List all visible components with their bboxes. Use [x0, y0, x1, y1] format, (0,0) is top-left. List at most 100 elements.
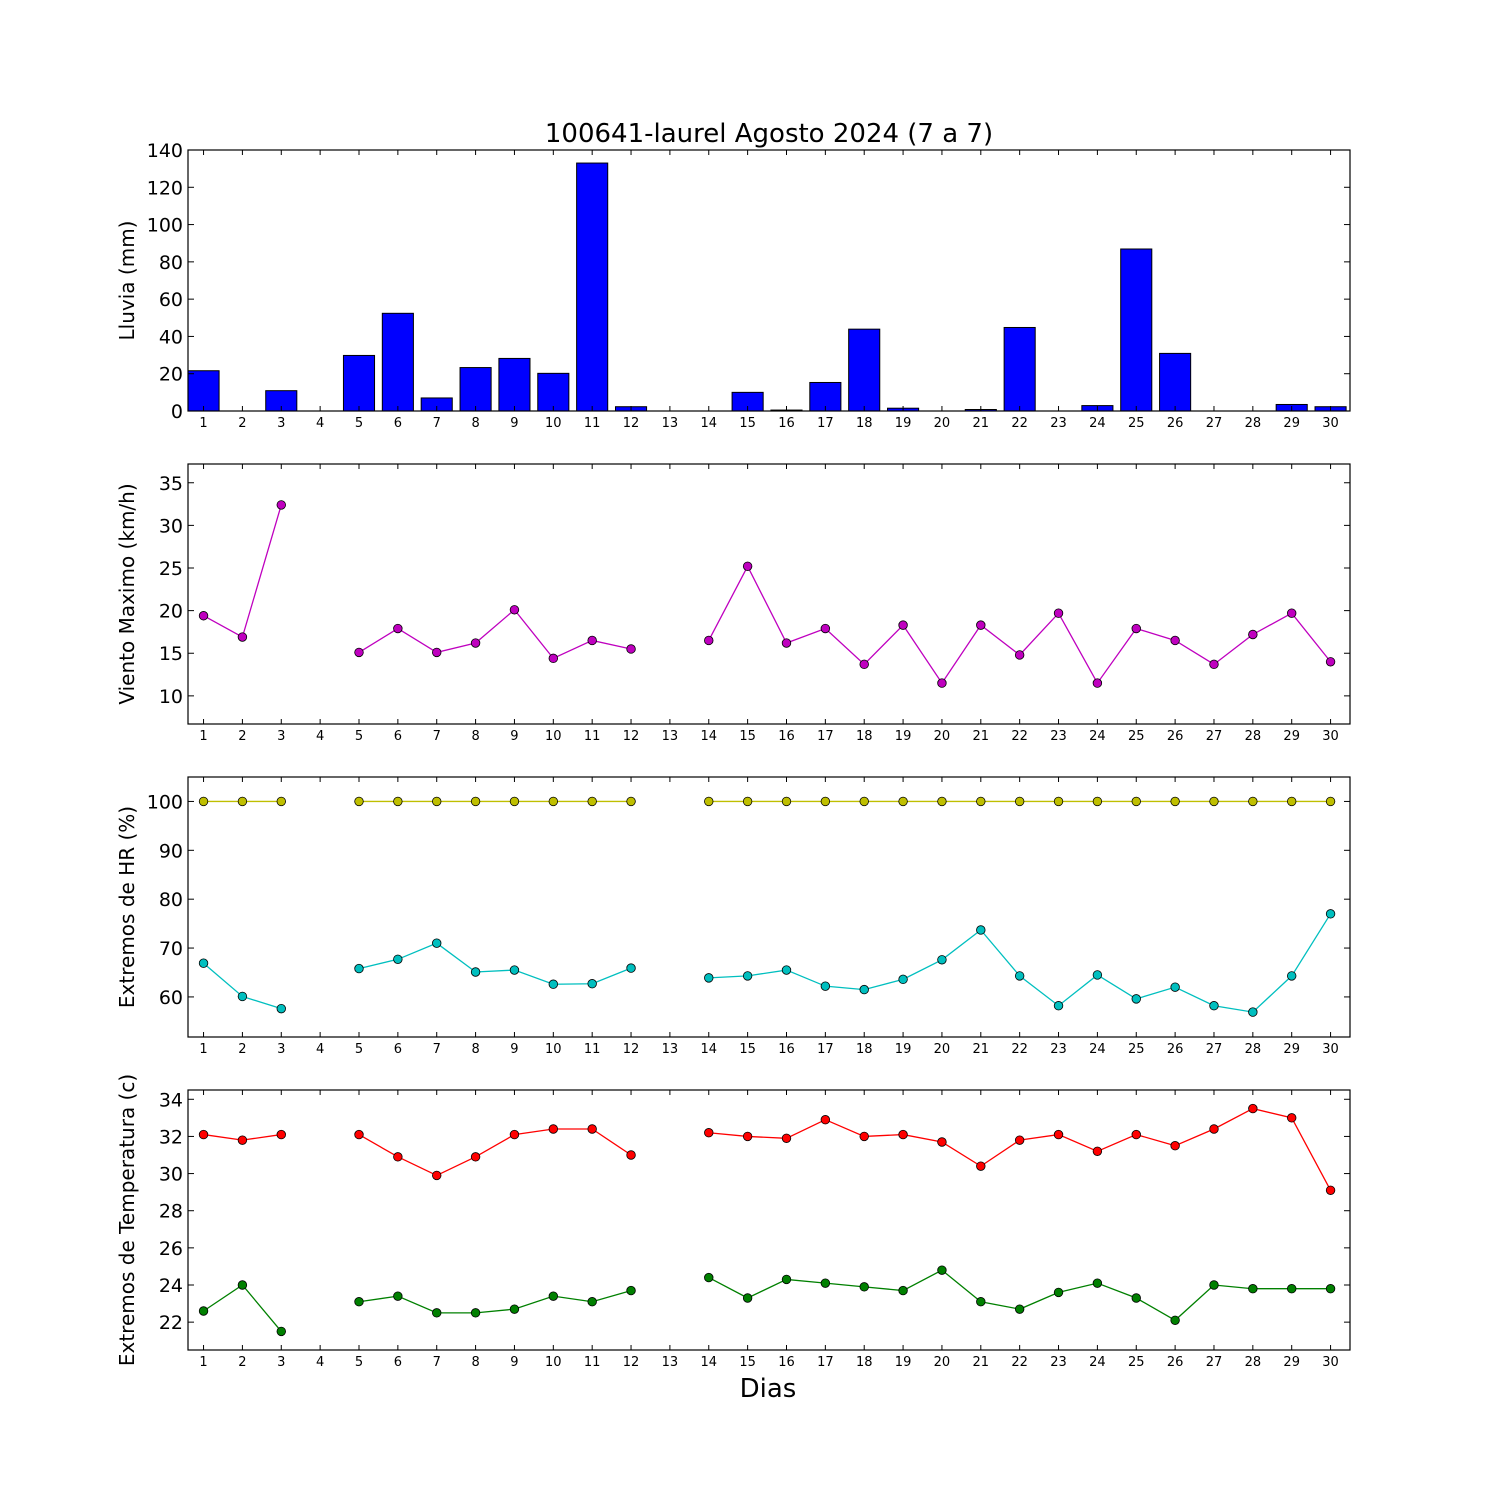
humidity-xtick-label-7: 7 [433, 1042, 441, 1057]
humidity-xtick-label-6: 6 [394, 1042, 402, 1057]
wind-series-1-point-day-9 [509, 605, 520, 615]
temperature-xtick-label-21: 21 [973, 1355, 990, 1370]
wind-series-1-point-day-23 [1053, 608, 1064, 618]
wind-series-1-point-day-20 [937, 678, 947, 688]
temperature-series-2-point-day-30 [1325, 1284, 1336, 1294]
humidity-series-2-point-day-30 [1325, 909, 1336, 919]
rainfall-xtick-label-12: 12 [623, 416, 640, 431]
humidity-series-2-point-day-22 [1014, 971, 1025, 981]
temperature-frame [187, 1089, 1351, 1351]
wind-series-1-point-day-27 [1209, 659, 1219, 670]
rainfall-xtick-label-10: 10 [545, 416, 562, 431]
temperature-xtick-label-15: 15 [739, 1355, 756, 1370]
temperature-series-1-point-day-3 [276, 1129, 286, 1140]
humidity-xtick-label-4: 4 [316, 1042, 324, 1057]
rainfall-xtick-label-4: 4 [316, 416, 324, 431]
temperature-series-2-point-day-5 [354, 1297, 364, 1307]
humidity-ylabel: Extremos de HR (%) [115, 806, 139, 1008]
humidity-series-2-point-day-5 [354, 963, 364, 974]
wind-series-1-point-day-24 [1092, 678, 1103, 688]
wind-series-1-point-day-12 [626, 644, 636, 654]
wind-plot-area [188, 464, 1350, 724]
temperature-series-1-point-day-24 [1092, 1146, 1103, 1156]
temperature-xtick-label-7: 7 [433, 1355, 441, 1370]
wind-series-1-point-day-5 [354, 647, 364, 658]
humidity-xtick-label-19: 19 [895, 1042, 912, 1057]
humidity-ytick-label-90: 90 [159, 840, 183, 862]
humidity-series-1-point-day-30 [1325, 796, 1336, 807]
wind-xtick-label-4: 4 [316, 729, 324, 744]
humidity-series-2-point-day-12 [626, 963, 636, 973]
wind-series-1-point-day-7 [432, 647, 442, 658]
temperature-series-1-point-day-23 [1053, 1129, 1064, 1140]
humidity-series-1-point-day-20 [937, 796, 947, 807]
chart-title: 100641-laurel Agosto 2024 (7 a 7) [545, 119, 993, 149]
humidity-series-2-point-day-14 [704, 973, 714, 983]
humidity-xtick-label-8: 8 [471, 1042, 479, 1057]
humidity-series-2-point-day-15 [742, 971, 753, 981]
temperature-xtick-label-1: 1 [199, 1355, 207, 1370]
rainfall-xtick-label-21: 21 [973, 416, 990, 431]
rain-bar-day-6 [381, 312, 414, 412]
rainfall-xtick-label-24: 24 [1089, 416, 1106, 431]
rainfall-xtick-label-2: 2 [238, 416, 246, 431]
humidity-series-2-point-day-27 [1209, 1001, 1219, 1011]
wind-series-1-point-day-1 [198, 611, 209, 621]
humidity-series-1-point-day-25 [1131, 796, 1141, 807]
temperature-series-2-point-day-16 [781, 1274, 792, 1285]
humidity-xtick-label-24: 24 [1089, 1042, 1106, 1057]
temperature-xtick-label-6: 6 [394, 1355, 402, 1370]
temperature-series-1-point-day-9 [509, 1129, 520, 1140]
temperature-series-2-point-day-25 [1131, 1293, 1141, 1303]
temperature-series-1-point-day-8 [470, 1152, 481, 1162]
humidity-series-1-point-day-7 [432, 796, 442, 807]
temperature-series-1-point-day-6 [393, 1152, 403, 1162]
temperature-series-2-point-day-3 [276, 1326, 286, 1337]
temperature-series-2-point-day-12 [626, 1285, 636, 1296]
humidity-series-2-point-day-10 [548, 979, 559, 989]
wind-frame [187, 463, 1351, 725]
temperature-series-1-point-day-26 [1170, 1141, 1180, 1151]
humidity-series-2-point-day-11 [587, 979, 597, 989]
wind-xtick-label-12: 12 [623, 729, 640, 744]
temperature-series-2-point-day-1 [198, 1306, 209, 1316]
temperature-series-1-point-day-7 [432, 1170, 442, 1181]
temperature-series-2-point-day-28 [1248, 1284, 1258, 1294]
humidity-series-2-point-day-26 [1170, 982, 1180, 992]
humidity-series-2-point-day-29 [1287, 971, 1297, 981]
wind-xtick-label-27: 27 [1206, 729, 1223, 744]
rainfall-xtick-label-19: 19 [895, 416, 912, 431]
temperature-series-2-point-day-10 [548, 1291, 559, 1301]
temperature-series-1-point-day-19 [898, 1129, 908, 1140]
wind-xtick-label-15: 15 [739, 729, 756, 744]
temperature-xtick-label-13: 13 [662, 1355, 679, 1370]
wind-xtick-label-14: 14 [700, 729, 717, 744]
rainfall-xtick-label-16: 16 [778, 416, 795, 431]
rainfall-ytick-label-140: 140 [147, 140, 183, 162]
wind-series-1-point-day-14 [704, 635, 714, 646]
wind-series-1-point-day-22 [1014, 650, 1025, 660]
temperature-ytick-label-24: 24 [159, 1275, 183, 1297]
temperature-series-2-point-day-2 [237, 1280, 248, 1290]
wind-series-1-point-day-30 [1325, 657, 1336, 667]
wind-xtick-label-7: 7 [433, 729, 441, 744]
temperature-xtick-label-8: 8 [471, 1355, 479, 1370]
rainfall-xtick-label-25: 25 [1128, 416, 1145, 431]
temperature-xtick-label-4: 4 [316, 1355, 324, 1370]
rainfall-xtick-label-26: 26 [1167, 416, 1184, 431]
rainfall-xtick-label-7: 7 [433, 416, 441, 431]
wind-xtick-label-13: 13 [662, 729, 679, 744]
humidity-series-1-point-day-10 [548, 796, 559, 807]
wind-series-1-point-day-8 [470, 638, 481, 648]
humidity-series-1-point-day-15 [742, 796, 753, 807]
humidity-series-2-point-day-9 [509, 965, 520, 975]
wind-xtick-label-29: 29 [1283, 729, 1300, 744]
temperature-series-2-point-day-6 [393, 1291, 403, 1301]
rainfall-xtick-label-17: 17 [817, 416, 834, 431]
wind-series-1-point-day-19 [898, 620, 908, 630]
wind-ytick-label-25: 25 [159, 558, 183, 580]
humidity-xtick-label-10: 10 [545, 1042, 562, 1057]
wind-series-1-point-day-16 [781, 638, 792, 648]
temperature-series-2-point-day-26 [1170, 1315, 1180, 1325]
temperature-series-2-point-day-27 [1209, 1280, 1219, 1290]
